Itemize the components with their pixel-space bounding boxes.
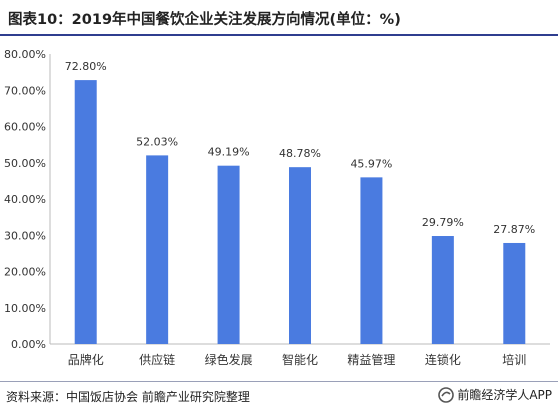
title-divider (0, 34, 558, 36)
x-category-label: 智能化 (282, 352, 318, 367)
chart-title: 图表10：2019年中国餐饮企业关注发展方向情况(单位：%) (8, 12, 401, 28)
x-category-label: 品牌化 (68, 353, 104, 367)
bar-value-label: 29.79% (422, 216, 464, 229)
bar-value-label: 27.87% (493, 223, 535, 236)
bar (146, 155, 169, 344)
bar (360, 177, 383, 344)
y-tick-label: 50.00% (4, 157, 46, 170)
y-tick-label: 70.00% (4, 84, 46, 97)
y-tick-label: 80.00% (4, 48, 46, 61)
bar (217, 165, 240, 344)
x-category-label: 供应链 (139, 352, 175, 367)
y-tick-label: 60.00% (4, 121, 46, 134)
x-category-label: 绿色发展 (205, 352, 253, 367)
bar-value-label: 52.03% (136, 135, 178, 148)
bar-chart: 0.00% 10.00% 20.00% 30.00% 40.00% 50.00% 60.00… (4, 48, 550, 367)
bar-value-label: 72.80% (65, 60, 107, 73)
brand-name: 前瞻经济学人APP (457, 388, 552, 402)
bar (503, 242, 526, 344)
brand-credit: 前瞻经济学人APP (438, 386, 552, 403)
footer-divider (0, 381, 558, 382)
source-note: 资料来源：中国饭店协会 前瞻产业研究院整理 (6, 390, 250, 404)
bar (431, 236, 454, 344)
y-tick-label: 0.00% (11, 338, 46, 351)
bar (289, 167, 311, 344)
bar-value-label: 49.19% (208, 146, 250, 159)
bar (74, 80, 97, 344)
y-tick-label: 30.00% (4, 229, 46, 242)
x-category-label: 培训 (502, 352, 526, 367)
y-tick-label: 20.00% (4, 266, 46, 279)
bar-value-label: 48.78% (279, 147, 321, 160)
x-category-label: 连锁化 (425, 352, 461, 367)
qianzhan-logo-icon (438, 386, 455, 403)
x-category-label: 精益管理 (347, 352, 395, 367)
bar-value-label: 45.97% (350, 157, 392, 170)
y-tick-label: 10.00% (4, 302, 46, 315)
y-tick-label: 40.00% (4, 193, 46, 206)
